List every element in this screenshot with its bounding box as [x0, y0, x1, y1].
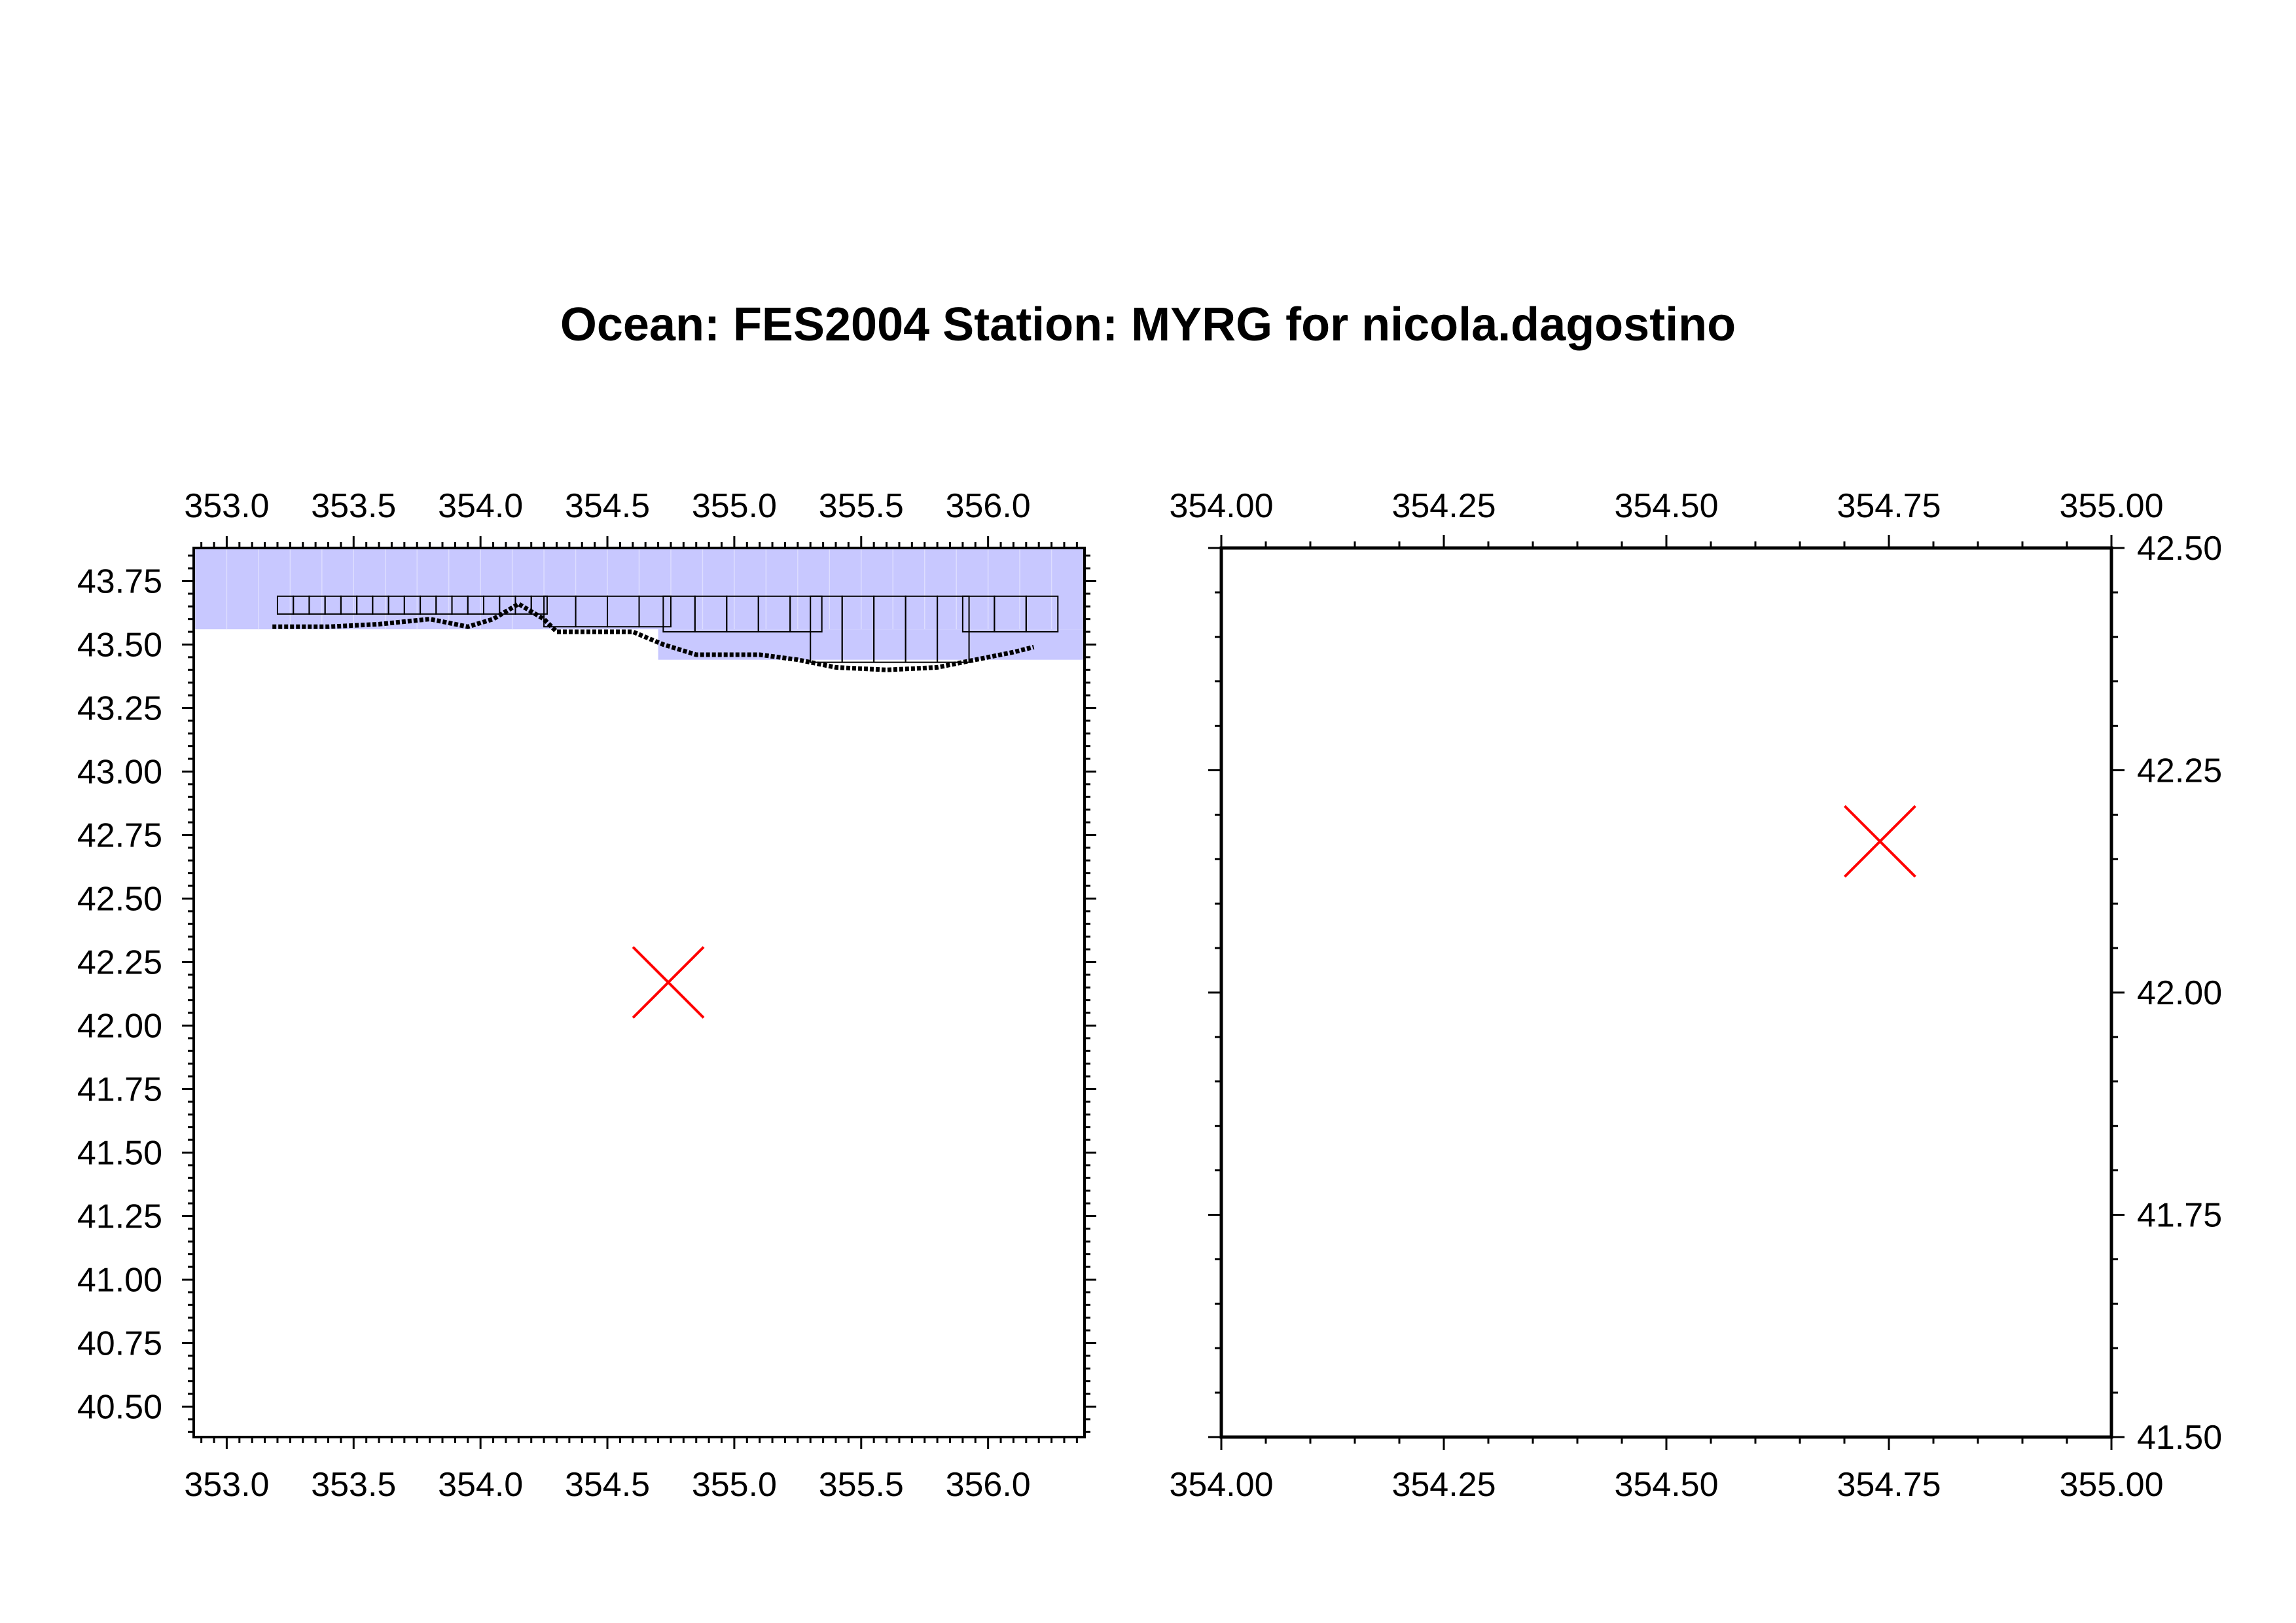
- x-tick-label-top: 353.0: [184, 487, 269, 525]
- right-map-frame: [1219, 546, 2113, 1439]
- coastline-path: [272, 601, 1035, 672]
- y-tick-label: 41.25: [77, 1197, 162, 1235]
- x-tick-label-bottom: 353.5: [311, 1466, 396, 1504]
- y-tick-label: 42.75: [77, 816, 162, 854]
- grid-cell: [530, 595, 548, 615]
- coastline: [272, 601, 1035, 672]
- left-map-ticks: [182, 536, 1096, 1449]
- x-tick-label-top: 356.0: [946, 487, 1031, 525]
- x-tick-label-top: 355.00: [2059, 487, 2163, 525]
- tide-model-grid-cells: [276, 595, 1059, 663]
- x-tick-label-bottom: 355.00: [2059, 1466, 2163, 1504]
- y-tick-label: 43.75: [77, 562, 162, 600]
- y-tick-label: 40.75: [77, 1324, 162, 1362]
- y-tick-label: 42.00: [2137, 974, 2222, 1012]
- grid-cell: [789, 595, 823, 633]
- x-tick-label-top: 355.5: [819, 487, 904, 525]
- station-cross-line: [632, 946, 705, 1019]
- x-tick-label-bottom: 354.75: [1837, 1466, 1941, 1504]
- x-tick-label-top: 354.00: [1169, 487, 1273, 525]
- right-map-ticks: [1208, 535, 2125, 1450]
- x-tick-label-top: 354.0: [438, 487, 523, 525]
- y-tick-label: 40.50: [77, 1388, 162, 1426]
- y-tick-label: 41.50: [77, 1134, 162, 1172]
- x-tick-label-bottom: 355.5: [819, 1466, 904, 1504]
- x-tick-label-top: 354.5: [565, 487, 650, 525]
- x-tick-label-top: 353.5: [311, 487, 396, 525]
- x-tick-label-bottom: 354.5: [565, 1466, 650, 1504]
- x-tick-label-top: 354.50: [1614, 487, 1718, 525]
- left-map-panel: 353.0 353.0 353.5 353.5 354.0 354.0 354.5 354.5…: [77, 487, 1096, 1504]
- y-tick-label: 41.50: [2137, 1419, 2222, 1457]
- station-cross-line: [1843, 805, 1916, 878]
- station-marker: [632, 946, 705, 1019]
- x-tick-label-top: 354.75: [1837, 487, 1941, 525]
- ocean-region: [658, 629, 1085, 660]
- y-tick-label: 43.00: [77, 753, 162, 791]
- left-map-frame: [192, 547, 1086, 1438]
- y-tick-label: 43.25: [77, 689, 162, 727]
- y-tick-label: 42.25: [2137, 752, 2222, 790]
- y-tick-label: 41.75: [2137, 1197, 2222, 1235]
- x-tick-label-top: 355.0: [692, 487, 777, 525]
- x-tick-label-top: 354.25: [1391, 487, 1496, 525]
- y-tick-label: 43.50: [77, 626, 162, 664]
- x-tick-label-bottom: 354.00: [1169, 1466, 1273, 1504]
- y-tick-label: 42.50: [2137, 530, 2222, 568]
- x-tick-label-bottom: 353.0: [184, 1466, 269, 1504]
- station-marker: [1843, 805, 1916, 878]
- x-tick-label-bottom: 354.25: [1391, 1466, 1496, 1504]
- left-map-tick-labels: 353.0 353.0 353.5 353.5 354.0 354.0 354.5 354.5…: [77, 487, 1031, 1504]
- y-tick-label: 42.50: [77, 880, 162, 918]
- y-tick-label: 42.00: [77, 1007, 162, 1045]
- y-tick-label: 42.25: [77, 943, 162, 981]
- y-tick-label: 41.75: [77, 1070, 162, 1108]
- grid-cell: [638, 595, 672, 628]
- right-map-tick-labels: 354.00 354.00 354.25 354.25 354.50 354.50 354.…: [1169, 487, 2222, 1504]
- x-tick-label-bottom: 355.0: [692, 1466, 777, 1504]
- y-tick-label: 41.00: [77, 1261, 162, 1299]
- x-tick-label-bottom: 354.0: [438, 1466, 523, 1504]
- grid-cell: [1025, 595, 1059, 633]
- figure-title: Ocean: FES2004 Station: MYRG for nicola.…: [560, 299, 1736, 351]
- x-tick-label-bottom: 356.0: [946, 1466, 1031, 1504]
- right-map-panel: 354.00 354.00 354.25 354.25 354.50 354.50 354.…: [1169, 487, 2222, 1504]
- x-tick-label-bottom: 354.50: [1614, 1466, 1718, 1504]
